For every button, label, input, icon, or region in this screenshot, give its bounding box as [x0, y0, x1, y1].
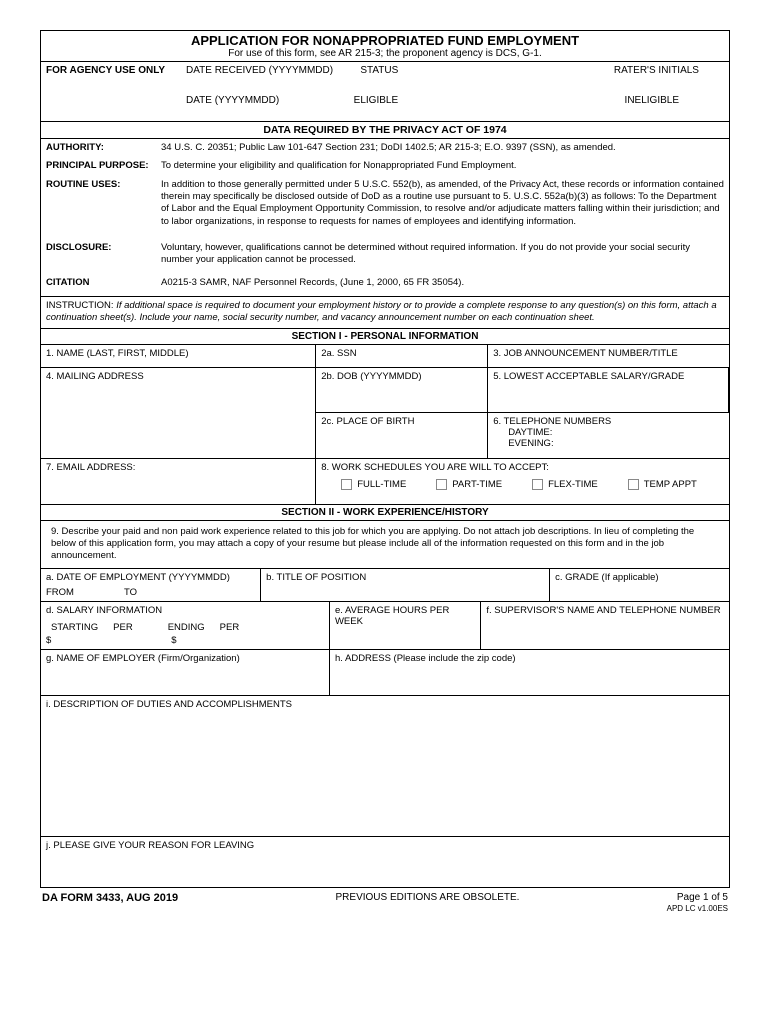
eligible-label: ELIGIBLE: [349, 95, 517, 119]
field-avg-hours[interactable]: e. AVERAGE HOURS PER WEEK: [330, 602, 481, 649]
privacy-header: DATA REQUIRED BY THE PRIVACY ACT OF 1974: [41, 122, 729, 139]
purpose-label: PRINCIPAL PURPOSE:: [46, 160, 161, 172]
instruction-prefix: INSTRUCTION:: [46, 300, 114, 311]
footer-sub: APD LC v1.00ES: [40, 904, 730, 913]
field-date-employment[interactable]: a. DATE OF EMPLOYMENT (YYYYMMDD) FROM TO: [41, 569, 261, 601]
section2-header: SECTION II - WORK EXPERIENCE/HISTORY: [41, 505, 729, 521]
field-dob[interactable]: 2b. DOB (YYYYMMDD): [316, 368, 488, 413]
field-salary-info[interactable]: d. SALARY INFORMATION STARTING PER ENDIN…: [41, 602, 330, 649]
checkbox-icon: [436, 479, 447, 490]
footer-form-id: DA FORM 3433, AUG 2019: [42, 892, 178, 904]
raters-initials-label: RATER'S INITIALS: [530, 65, 729, 89]
footer-obsolete: PREVIOUS EDITIONS ARE OBSOLETE.: [178, 892, 677, 904]
field-place-birth[interactable]: 2c. PLACE OF BIRTH: [316, 413, 488, 458]
row-mailing: 4. MAILING ADDRESS 2b. DOB (YYYYMMDD) 2c…: [41, 368, 729, 459]
routine-text: In addition to those generally permitted…: [161, 179, 724, 228]
citation-label: CITATION: [46, 277, 161, 289]
field-ssn[interactable]: 2a. SSN: [316, 345, 488, 367]
row-reason-leaving: j. PLEASE GIVE YOUR REASON FOR LEAVING: [41, 837, 729, 887]
checkbox-icon: [628, 479, 639, 490]
routine-label: ROUTINE USES:: [46, 179, 161, 228]
checkbox-fulltime[interactable]: FULL-TIME: [341, 479, 406, 490]
checkbox-parttime[interactable]: PART-TIME: [436, 479, 502, 490]
row-duties: i. DESCRIPTION OF DUTIES AND ACCOMPLISHM…: [41, 696, 729, 837]
authority-label: AUTHORITY:: [46, 142, 161, 154]
field-duties[interactable]: i. DESCRIPTION OF DUTIES AND ACCOMPLISHM…: [41, 696, 729, 836]
instruction-text: If additional space is required to docum…: [46, 300, 717, 323]
date-label: DATE (YYYYMMDD): [181, 95, 349, 119]
footer-row: DA FORM 3433, AUG 2019 PREVIOUS EDITIONS…: [40, 888, 730, 904]
field-telephone[interactable]: 6. TELEPHONE NUMBERS DAYTIME: EVENING:: [488, 413, 729, 458]
agency-use-label: FOR AGENCY USE ONLY: [41, 62, 181, 121]
subtitle: For use of this form, see AR 215-3; the …: [45, 48, 725, 59]
row-employer-address: g. NAME OF EMPLOYER (Firm/Organization) …: [41, 650, 729, 696]
checkbox-flextime[interactable]: FLEX-TIME: [532, 479, 598, 490]
row-email-schedule: 7. EMAIL ADDRESS: 8. WORK SCHEDULES YOU …: [41, 459, 729, 505]
checkbox-icon: [532, 479, 543, 490]
footer-page: Page 1 of 5: [677, 892, 728, 904]
checkbox-icon: [341, 479, 352, 490]
authority-text: 34 U.S. C. 20351; Public Law 101-647 Sec…: [161, 142, 724, 154]
disclosure-text: Voluntary, however, qualifications canno…: [161, 242, 724, 267]
field-work-schedules: 8. WORK SCHEDULES YOU ARE WILL TO ACCEPT…: [316, 459, 729, 504]
field-email[interactable]: 7. EMAIL ADDRESS:: [41, 459, 316, 504]
field-mailing-address[interactable]: 4. MAILING ADDRESS: [41, 368, 316, 458]
row-name-ssn-job: 1. NAME (LAST, FIRST, MIDDLE) 2a. SSN 3.…: [41, 345, 729, 368]
field-employer-address[interactable]: h. ADDRESS (Please include the zip code): [330, 650, 729, 695]
date-received-label: DATE RECEIVED (YYYYMMDD): [181, 65, 355, 89]
field-employer-name[interactable]: g. NAME OF EMPLOYER (Firm/Organization): [41, 650, 330, 695]
row-employment-a-b-c: a. DATE OF EMPLOYMENT (YYYYMMDD) FROM TO…: [41, 569, 729, 602]
field-title-position[interactable]: b. TITLE OF POSITION: [261, 569, 550, 601]
status-label: STATUS: [355, 65, 529, 89]
agency-use-row: FOR AGENCY USE ONLY DATE RECEIVED (YYYYM…: [41, 62, 729, 122]
citation-text: A0215-3 SAMR, NAF Personnel Records, (Ju…: [161, 277, 724, 289]
section1-header: SECTION I - PERSONAL INFORMATION: [41, 329, 729, 345]
field-reason-leaving[interactable]: j. PLEASE GIVE YOUR REASON FOR LEAVING: [41, 837, 729, 887]
field-salary-grade[interactable]: 5. LOWEST ACCEPTABLE SALARY/GRADE: [488, 368, 729, 413]
ineligible-label: INELIGIBLE: [516, 95, 729, 119]
field-supervisor[interactable]: f. SUPERVISOR'S NAME AND TELEPHONE NUMBE…: [481, 602, 729, 649]
instruction-row: INSTRUCTION: If additional space is requ…: [41, 297, 729, 329]
field-9-description: 9. Describe your paid and non paid work …: [41, 521, 729, 569]
purpose-text: To determine your eligibility and qualif…: [161, 160, 724, 172]
disclosure-label: DISCLOSURE:: [46, 242, 161, 267]
main-title: APPLICATION FOR NONAPPROPRIATED FUND EMP…: [45, 33, 725, 48]
title-row: APPLICATION FOR NONAPPROPRIATED FUND EMP…: [41, 31, 729, 62]
field-grade[interactable]: c. GRADE (If applicable): [550, 569, 729, 601]
row-salary-hours-supervisor: d. SALARY INFORMATION STARTING PER ENDIN…: [41, 602, 729, 650]
field-job-number[interactable]: 3. JOB ANNOUNCEMENT NUMBER/TITLE: [488, 345, 729, 367]
checkbox-tempappt[interactable]: TEMP APPT: [628, 479, 697, 490]
form-container: APPLICATION FOR NONAPPROPRIATED FUND EMP…: [40, 30, 730, 888]
field-name[interactable]: 1. NAME (LAST, FIRST, MIDDLE): [41, 345, 316, 367]
privacy-block: AUTHORITY: 34 U.S. C. 20351; Public Law …: [41, 139, 729, 297]
agency-right: DATE RECEIVED (YYYYMMDD) STATUS RATER'S …: [181, 62, 729, 121]
